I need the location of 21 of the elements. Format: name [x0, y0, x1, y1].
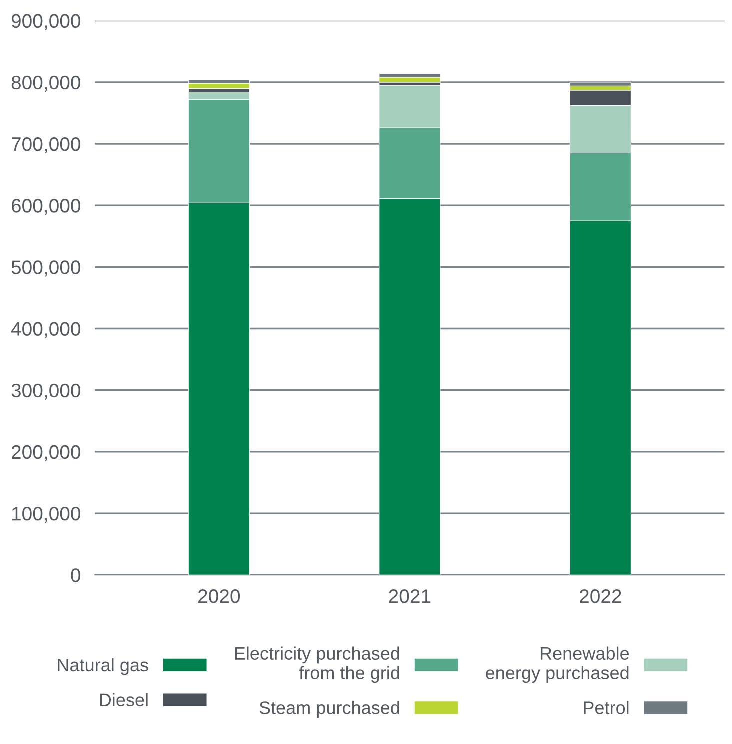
y-tick-label: 700,000	[12, 137, 81, 154]
legend-label: Renewable energy purchased	[486, 646, 630, 684]
y-tick-label: 200,000	[12, 445, 81, 462]
legend-label: Petrol	[584, 701, 629, 714]
bar	[188, 83, 250, 89]
y-tick-label: 100,000	[12, 506, 81, 524]
x-tick-label: 2021	[389, 590, 431, 604]
y-tick-label: 0	[71, 568, 81, 582]
y-tick-label: 600,000	[12, 199, 81, 216]
x-tick-label: 2022	[580, 590, 622, 604]
y-tick-label: 300,000	[12, 384, 81, 400]
y-tick-label: 500,000	[12, 260, 81, 277]
y-tick-label: 400,000	[11, 322, 81, 338]
legend-label: Natural gas	[58, 658, 148, 676]
y-tick-label: 900,000	[12, 14, 81, 30]
x-tick-label: 2020	[198, 590, 240, 604]
y-tick-label: 800,000	[12, 76, 81, 92]
bar	[570, 82, 632, 86]
legend-label: Diesel	[100, 693, 148, 707]
legend-label: Electricity purchased from the grid	[235, 646, 400, 684]
legend-label: Steam purchased	[260, 701, 400, 718]
